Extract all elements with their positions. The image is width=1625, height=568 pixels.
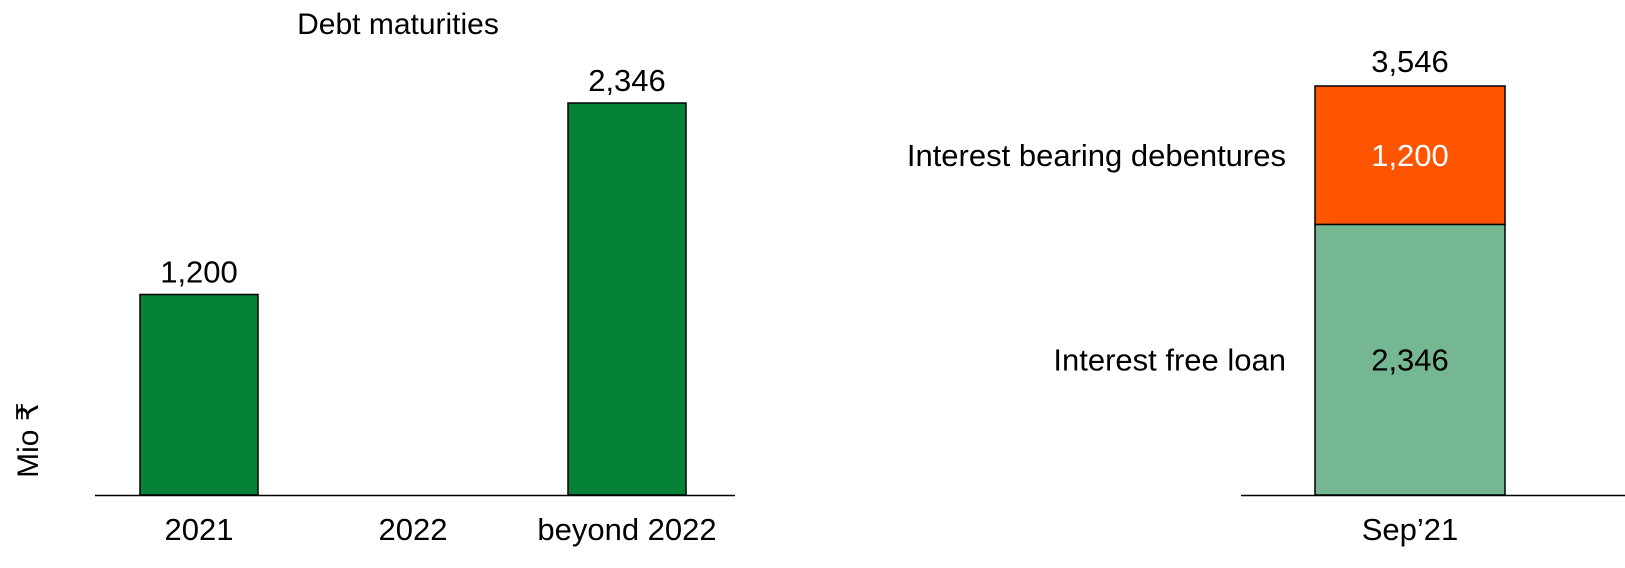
value-labels-group: 1,200 2,346 <box>160 63 666 289</box>
x-tick-labels-group: 2021 2022 beyond 2022 <box>165 512 717 547</box>
segment-value-label: 2,346 <box>1371 343 1449 378</box>
bar-value-label: 2,346 <box>588 63 666 98</box>
x-tick-labels-group: Sep’21 <box>1362 512 1459 547</box>
segment-value-label: 1,200 <box>1371 138 1449 173</box>
stack-segment-interest-bearing-debentures <box>1314 85 1506 226</box>
total-value-label: 3,546 <box>1371 44 1449 79</box>
x-tick-label: 2021 <box>165 512 234 547</box>
segment-value-labels-group: 2,346 1,200 <box>1371 138 1449 378</box>
x-tick-label: beyond 2022 <box>537 512 716 547</box>
y-axis-label: Mio ₹ <box>12 402 45 478</box>
bar-beyond-2022 <box>567 102 687 496</box>
chart-title: Debt maturities <box>297 8 499 41</box>
bar-2021 <box>139 293 259 496</box>
debt-composition-chart: 2,346 1,200 Interest free loan Interest be… <box>907 44 1625 547</box>
x-tick-label: Sep’21 <box>1362 512 1459 547</box>
series-label: Interest free loan <box>1053 343 1286 378</box>
series-labels-group: Interest free loan Interest bearing deben… <box>907 138 1286 378</box>
series-label: Interest bearing debentures <box>907 138 1286 173</box>
bar-value-label: 1,200 <box>160 254 238 289</box>
bars-group <box>139 102 687 496</box>
x-tick-label: 2022 <box>379 512 448 547</box>
